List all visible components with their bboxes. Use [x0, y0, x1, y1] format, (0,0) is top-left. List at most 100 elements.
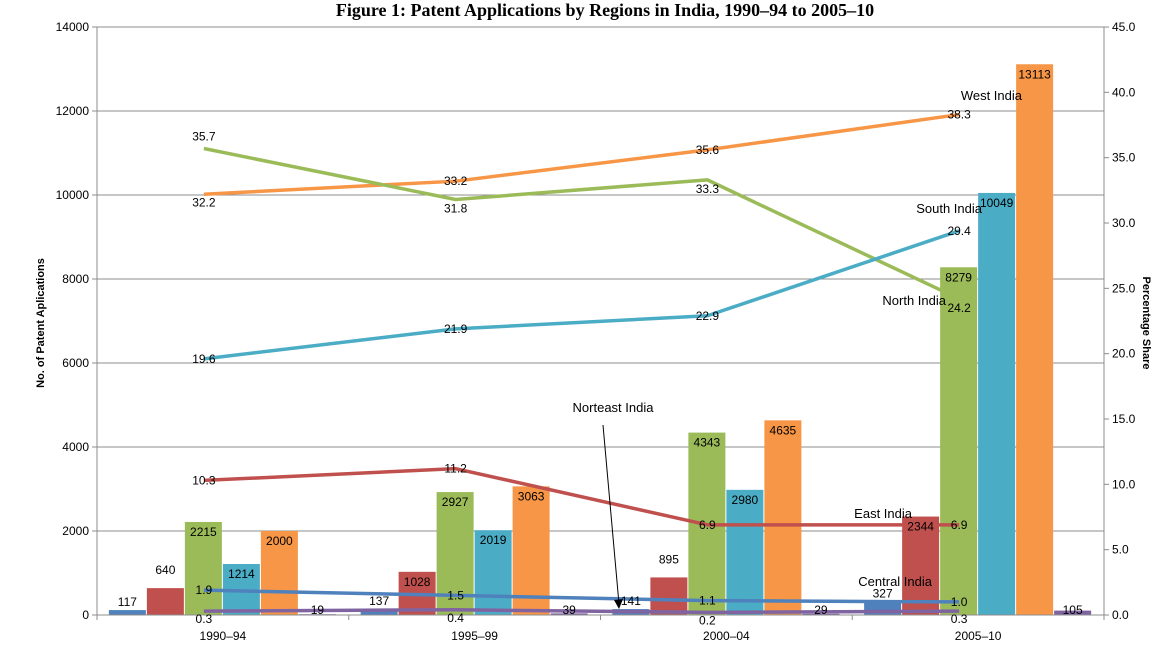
line-value-label: 0.2 — [699, 613, 716, 627]
x-tick-label: 1990–94 — [200, 629, 247, 643]
left-tick-label: 10000 — [56, 188, 90, 202]
line-value-label: 1.0 — [951, 595, 968, 609]
bar-data-labels: 117 137 141 327 640 1028 895 2344 2215 2927 4343 82… — [118, 67, 1083, 617]
left-tick-label: 8000 — [62, 272, 89, 286]
bar-value-label: 640 — [155, 563, 175, 577]
bar-northeast — [1054, 610, 1092, 615]
bar-value-label: 39 — [562, 603, 576, 617]
line-north — [203, 146, 960, 301]
bar-value-label: 10049 — [980, 196, 1014, 210]
bar-value-label: 1028 — [404, 575, 431, 589]
bar-central — [108, 610, 146, 615]
left-axis-title: No. of Patent Aplications — [35, 258, 47, 388]
line-central — [203, 588, 960, 604]
right-axis-title: Percentage Share — [1140, 277, 1152, 370]
line-value-label: 1.1 — [699, 594, 716, 608]
bar-west — [764, 420, 802, 615]
line-south — [203, 229, 960, 361]
line-value-label: 38.3 — [947, 108, 971, 122]
right-tick-label: 45.0 — [1112, 20, 1136, 34]
left-tick-label: 12000 — [56, 104, 90, 118]
line-value-label: 22.9 — [696, 309, 720, 323]
line-value-label: 6.9 — [951, 518, 968, 532]
bar-west — [512, 486, 550, 615]
bar-central — [360, 609, 398, 615]
bar-south — [978, 192, 1016, 615]
bar-value-label: 327 — [873, 586, 893, 600]
bar-east — [902, 516, 940, 615]
bar-value-label: 4343 — [694, 436, 721, 450]
line-northeast — [203, 608, 960, 615]
bar-value-label: 2980 — [732, 493, 759, 507]
x-tick-label: 2005–10 — [955, 629, 1002, 643]
chart-title: Figure 1: Patent Applications by Regions… — [336, 0, 874, 20]
bar-value-label: 29 — [814, 603, 828, 617]
line-value-label: 10.3 — [192, 473, 216, 487]
bar-value-label: 2000 — [266, 534, 293, 548]
bar-value-label: 1214 — [228, 567, 255, 581]
right-tick-label: 15.0 — [1112, 412, 1136, 426]
line-value-label: 1.5 — [447, 588, 464, 602]
line-value-label: 29.4 — [947, 224, 971, 238]
bar-north — [184, 521, 222, 615]
left-tick-label: 6000 — [62, 356, 89, 370]
bar-value-label: 137 — [369, 594, 389, 608]
bar-value-label: 105 — [1063, 603, 1083, 617]
gridlines — [97, 26, 1104, 532]
right-tick-label: 20.0 — [1112, 347, 1136, 361]
bar-south — [474, 530, 512, 615]
right-tick-label: 25.0 — [1112, 281, 1136, 295]
line-value-label: 33.3 — [696, 182, 720, 196]
bar-east — [146, 588, 184, 615]
right-tick-label: 10.0 — [1112, 477, 1136, 491]
bar-east — [650, 577, 688, 615]
right-tick-label: 5.0 — [1112, 543, 1129, 557]
x-tick-label: 1995–99 — [451, 629, 498, 643]
left-tick-label: 14000 — [56, 20, 90, 34]
left-tick-label: 0 — [82, 608, 89, 622]
region-annotations: West India South India North India East Ind… — [573, 88, 1023, 609]
line-value-label: 1.9 — [196, 583, 213, 597]
northeast-pointer-arrowhead — [614, 599, 623, 609]
line-west — [203, 112, 960, 197]
line-value-label: 11.2 — [444, 462, 467, 476]
bar-value-label: 2215 — [190, 525, 217, 539]
bar-value-label: 4635 — [770, 423, 797, 437]
annotation-east-india: East India — [854, 506, 913, 521]
bar-value-label: 895 — [659, 552, 679, 566]
right-tick-label: 30.0 — [1112, 216, 1136, 230]
bar-northeast — [550, 613, 588, 615]
x-axis: 1990–94 1995–99 2000–04 2005–10 — [96, 614, 1105, 643]
right-tick-label: 0.0 — [1112, 608, 1129, 622]
line-value-label: 24.2 — [947, 301, 971, 315]
line-data-labels: 32.2 33.2 35.6 38.3 35.7 31.8 33.3 24.2 19.6 21.9… — [192, 108, 971, 628]
right-tick-label: 35.0 — [1112, 151, 1136, 165]
right-tick-label: 40.0 — [1112, 85, 1136, 99]
line-series-group — [203, 112, 960, 615]
bar-value-label: 3063 — [518, 489, 545, 503]
bar-value-label: 141 — [621, 594, 641, 608]
bar-north — [940, 267, 978, 615]
bar-value-label: 2344 — [907, 520, 934, 534]
bar-south — [726, 489, 764, 615]
bar-series-group — [108, 64, 1092, 615]
annotation-south-india: South India — [916, 201, 983, 216]
line-value-label: 0.4 — [447, 611, 464, 625]
bar-value-label: 2019 — [480, 533, 507, 547]
bar-value-label: 13113 — [1018, 67, 1051, 81]
bar-value-label: 19 — [311, 603, 325, 617]
annotation-central-india: Central India — [858, 574, 932, 589]
left-y-axis: 0 2000 4000 6000 8000 10000 12000 14000 — [56, 20, 98, 622]
bar-value-label: 8279 — [945, 270, 972, 284]
bar-value-label: 2927 — [442, 495, 469, 509]
line-value-label: 21.9 — [444, 322, 468, 336]
line-value-label: 0.3 — [196, 612, 213, 626]
line-value-label: 32.2 — [192, 195, 216, 209]
line-value-label: 19.6 — [192, 352, 216, 366]
line-east — [203, 466, 960, 527]
left-tick-label: 2000 — [62, 524, 89, 538]
bar-west — [260, 531, 298, 615]
bar-value-label: 117 — [118, 595, 137, 609]
annotation-west-india: West India — [961, 88, 1023, 103]
